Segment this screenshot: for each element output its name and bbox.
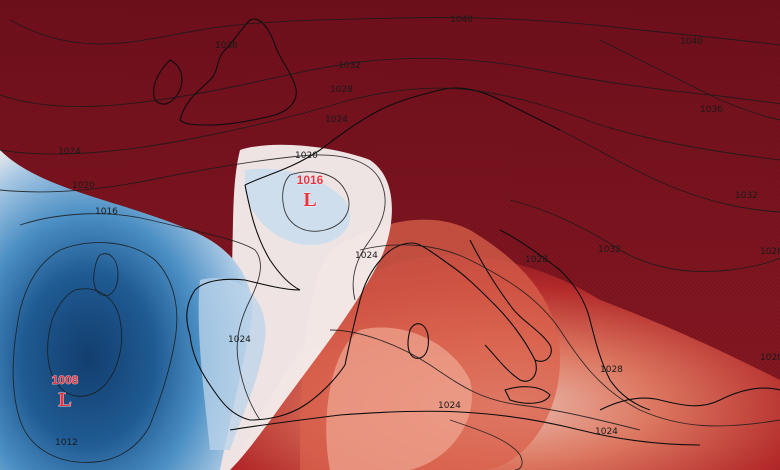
isobar-closed — [93, 253, 119, 297]
isobar-label: 1024 — [325, 115, 348, 125]
cool-anomaly-france — [245, 168, 351, 245]
isobar-label: 1032 — [338, 61, 361, 71]
coast-aegean-turkey — [599, 387, 780, 411]
isobar-label: 1040 — [680, 37, 703, 47]
low-marker: L — [58, 389, 71, 411]
isobar-label: 1028 — [760, 247, 780, 257]
isobar-label: 1032 — [735, 191, 758, 201]
isobar-label: 1032 — [598, 245, 621, 255]
isobar-label: 1024 — [595, 427, 618, 437]
pressure-center-atlantic: 1008 L — [51, 373, 79, 412]
isobar-label: 1020 — [295, 151, 318, 161]
pressure-value: 1008 — [52, 373, 79, 387]
coast-italy-east — [469, 239, 552, 362]
coast-britain — [179, 18, 297, 126]
isobar-labels: 1040 1036 1032 1028 1024 1020 1016 1012 … — [55, 15, 780, 448]
isobar-label: 1024 — [58, 147, 81, 157]
low-marker: L — [303, 189, 316, 211]
isobar-label: 1028 — [525, 255, 548, 265]
warm-anomaly-light — [326, 327, 472, 470]
coast-north-africa — [229, 410, 701, 446]
coastlines — [153, 18, 780, 446]
isobar-line — [19, 213, 261, 421]
isobar-line — [559, 129, 780, 213]
cool-anomaly-iberia — [198, 278, 266, 450]
isobar-label: 1024 — [228, 335, 251, 345]
isobar-line — [449, 419, 523, 470]
isobar-label: 1028 — [600, 365, 623, 375]
isobar-closed — [47, 288, 123, 397]
isobar-label: 1024 — [355, 251, 378, 261]
isobars — [0, 17, 780, 470]
coast-ireland — [153, 59, 183, 105]
pressure-value: 1016 — [297, 173, 324, 187]
coast-adriatic-balkans — [499, 229, 651, 411]
isobar-line — [509, 199, 780, 272]
isobar-label: 1036 — [215, 41, 238, 51]
isobar-label: 1020 — [760, 353, 780, 363]
isobar-label: 1020 — [72, 181, 95, 191]
isobar-line — [9, 17, 780, 46]
isobar-line — [0, 57, 780, 107]
isobar-label: 1040 — [450, 15, 473, 25]
coast-north-france-benelux — [244, 87, 561, 186]
isobar-label: 1024 — [438, 401, 461, 411]
coast-gulf-of-lion-italy — [344, 242, 537, 382]
coast-france-iberia — [186, 184, 346, 421]
isobar-line — [599, 39, 780, 121]
coast-sicily — [504, 386, 551, 404]
isobar-closed-france — [282, 171, 350, 232]
isobar-line — [0, 87, 780, 161]
isobar-label: 1036 — [700, 105, 723, 115]
isobar-line — [0, 154, 386, 301]
isobar-label: 1016 — [95, 207, 118, 217]
isobar-line — [359, 244, 780, 427]
pressure-center-france: 1016 L — [296, 173, 324, 212]
isobar-closed — [12, 242, 178, 463]
isobar-label: 1028 — [330, 85, 353, 95]
coast-corsica-sardinia — [407, 323, 429, 359]
isobar-line — [329, 329, 641, 431]
isobar-label: 1012 — [55, 438, 78, 448]
